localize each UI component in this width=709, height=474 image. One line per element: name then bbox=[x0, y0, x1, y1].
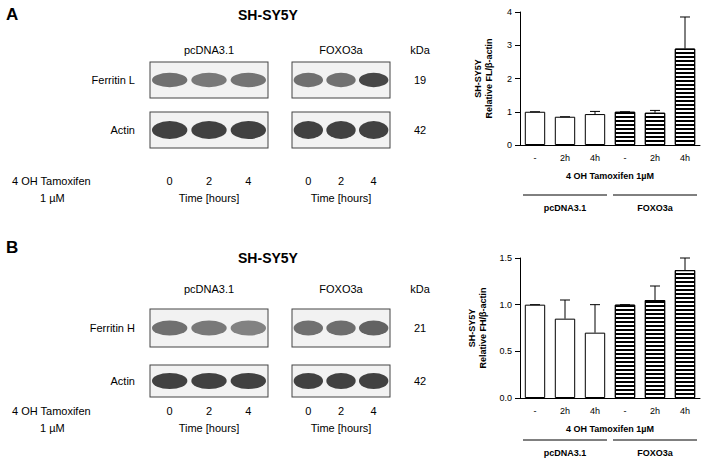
svg-text:-: - bbox=[624, 406, 627, 416]
svg-text:2h: 2h bbox=[560, 153, 570, 163]
svg-text:kDa: kDa bbox=[410, 283, 430, 295]
svg-text:2: 2 bbox=[338, 175, 344, 187]
svg-text:FOXO3a: FOXO3a bbox=[637, 448, 674, 458]
svg-text:0: 0 bbox=[167, 405, 173, 417]
svg-text:SH-SY5Y: SH-SY5Y bbox=[238, 250, 299, 266]
svg-text:42: 42 bbox=[414, 375, 426, 387]
svg-text:2h: 2h bbox=[650, 153, 660, 163]
svg-text:Time [hours]: Time [hours] bbox=[311, 422, 372, 434]
svg-text:4 OH Tamoxifen 1µM: 4 OH Tamoxifen 1µM bbox=[566, 424, 654, 434]
svg-text:Actin: Actin bbox=[111, 375, 135, 387]
svg-text:pcDNA3.1: pcDNA3.1 bbox=[544, 448, 587, 458]
svg-text:0: 0 bbox=[305, 405, 311, 417]
svg-text:4: 4 bbox=[371, 405, 377, 417]
svg-text:4 OH Tamoxifen: 4 OH Tamoxifen bbox=[12, 405, 91, 417]
svg-text:4: 4 bbox=[245, 175, 251, 187]
svg-text:0.5: 0.5 bbox=[499, 346, 512, 356]
svg-text:pcDNA3.1: pcDNA3.1 bbox=[184, 283, 234, 295]
svg-text:4h: 4h bbox=[590, 406, 600, 416]
svg-text:21: 21 bbox=[414, 322, 426, 334]
svg-text:B: B bbox=[6, 238, 18, 257]
svg-text:Time [hours]: Time [hours] bbox=[179, 192, 240, 204]
svg-text:Ferritin L: Ferritin L bbox=[92, 74, 135, 86]
svg-text:2: 2 bbox=[507, 74, 512, 84]
svg-text:4h: 4h bbox=[680, 153, 690, 163]
svg-text:SH-SY5Y: SH-SY5Y bbox=[467, 309, 477, 348]
svg-text:1: 1 bbox=[507, 107, 512, 117]
svg-text:1 µM: 1 µM bbox=[40, 422, 65, 434]
svg-text:0: 0 bbox=[305, 175, 311, 187]
svg-text:pcDNA3.1: pcDNA3.1 bbox=[184, 44, 234, 56]
svg-text:1 µM: 1 µM bbox=[40, 192, 65, 204]
svg-text:-: - bbox=[624, 153, 627, 163]
svg-text:4h: 4h bbox=[590, 153, 600, 163]
svg-text:19: 19 bbox=[414, 74, 426, 86]
svg-text:42: 42 bbox=[414, 124, 426, 136]
svg-text:Time [hours]: Time [hours] bbox=[311, 192, 372, 204]
svg-text:3: 3 bbox=[507, 40, 512, 50]
svg-text:-: - bbox=[534, 153, 537, 163]
svg-text:Relative FH/β-actin: Relative FH/β-actin bbox=[478, 287, 488, 368]
svg-text:2h: 2h bbox=[650, 406, 660, 416]
svg-text:FOXO3a: FOXO3a bbox=[637, 203, 674, 213]
svg-text:4 OH Tamoxifen: 4 OH Tamoxifen bbox=[12, 175, 91, 187]
svg-text:2: 2 bbox=[338, 405, 344, 417]
svg-text:SH-SY5Y: SH-SY5Y bbox=[473, 59, 483, 98]
svg-text:0: 0 bbox=[167, 175, 173, 187]
svg-text:-: - bbox=[534, 406, 537, 416]
svg-text:4h: 4h bbox=[680, 406, 690, 416]
svg-text:Relative FL/β-actin: Relative FL/β-actin bbox=[484, 38, 494, 118]
svg-text:A: A bbox=[6, 5, 18, 24]
svg-text:2: 2 bbox=[206, 405, 212, 417]
svg-text:SH-SY5Y: SH-SY5Y bbox=[238, 7, 299, 23]
svg-text:FOXO3a: FOXO3a bbox=[319, 283, 363, 295]
svg-text:Ferritin H: Ferritin H bbox=[90, 322, 135, 334]
svg-text:pcDNA3.1: pcDNA3.1 bbox=[544, 203, 587, 213]
svg-text:4: 4 bbox=[371, 175, 377, 187]
svg-text:4: 4 bbox=[507, 7, 512, 17]
svg-text:kDa: kDa bbox=[410, 44, 430, 56]
svg-text:0: 0 bbox=[507, 140, 512, 150]
svg-text:Actin: Actin bbox=[111, 124, 135, 136]
svg-text:4 OH Tamoxifen 1µM: 4 OH Tamoxifen 1µM bbox=[566, 171, 654, 181]
svg-text:FOXO3a: FOXO3a bbox=[319, 44, 363, 56]
svg-text:2h: 2h bbox=[560, 406, 570, 416]
svg-text:1.0: 1.0 bbox=[499, 300, 512, 310]
svg-text:0.0: 0.0 bbox=[499, 393, 512, 403]
svg-text:4: 4 bbox=[245, 405, 251, 417]
svg-text:2: 2 bbox=[206, 175, 212, 187]
svg-text:Time [hours]: Time [hours] bbox=[179, 422, 240, 434]
svg-text:1.5: 1.5 bbox=[499, 253, 512, 263]
